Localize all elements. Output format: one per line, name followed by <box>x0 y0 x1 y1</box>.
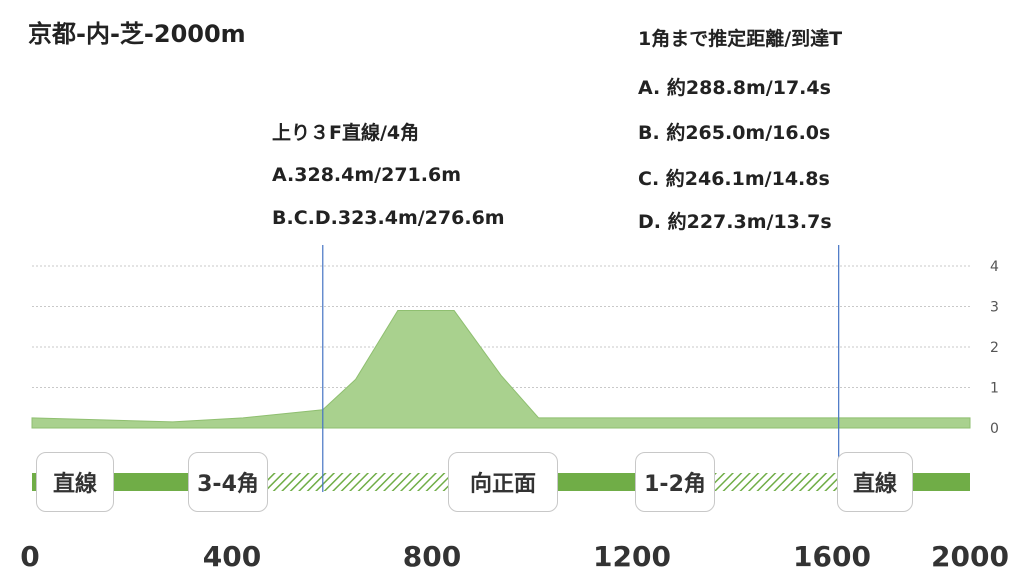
straight-annotation-line-a: A.328.4m/271.6m <box>272 164 462 186</box>
chart-title: 京都-内-芝-2000m <box>28 20 246 48</box>
track-label-3: 1-2角 <box>635 452 715 512</box>
straight-annotation-line-bcd: B.C.D.323.4m/276.6m <box>272 207 505 229</box>
track-label-4: 直線 <box>837 452 913 512</box>
x-tick-label: 1200 <box>593 540 671 573</box>
y-tick-label: 2 <box>990 340 999 356</box>
elevation-area <box>31 310 971 429</box>
x-tick-label: 2000 <box>931 540 1009 573</box>
track-label-0: 直線 <box>36 452 114 512</box>
x-tick-label: 400 <box>202 540 262 573</box>
y-tick-label: 0 <box>990 421 999 437</box>
corner-annotation-line-c: C. 約246.1m/14.8s <box>638 168 830 190</box>
y-tick-label: 1 <box>990 381 999 397</box>
corner-annotation-line-b: B. 約265.0m/16.0s <box>638 122 831 144</box>
x-tick-label: 1600 <box>793 540 871 573</box>
track-label-1: 3-4角 <box>188 452 268 512</box>
x-tick-label: 0 <box>20 540 40 573</box>
y-tick-label: 4 <box>990 259 999 275</box>
corner-annotation-line-d: D. 約227.3m/13.7s <box>638 211 832 233</box>
x-tick-label: 800 <box>402 540 462 573</box>
corner-annotation-title: 1角まで推定距離/到達T <box>638 28 843 50</box>
corner-annotation-line-a: A. 約288.8m/17.4s <box>638 77 831 99</box>
track-label-2: 向正面 <box>448 452 558 512</box>
straight-annotation-title: 上り３F直線/4角 <box>272 122 420 144</box>
y-tick-label: 3 <box>990 300 999 316</box>
